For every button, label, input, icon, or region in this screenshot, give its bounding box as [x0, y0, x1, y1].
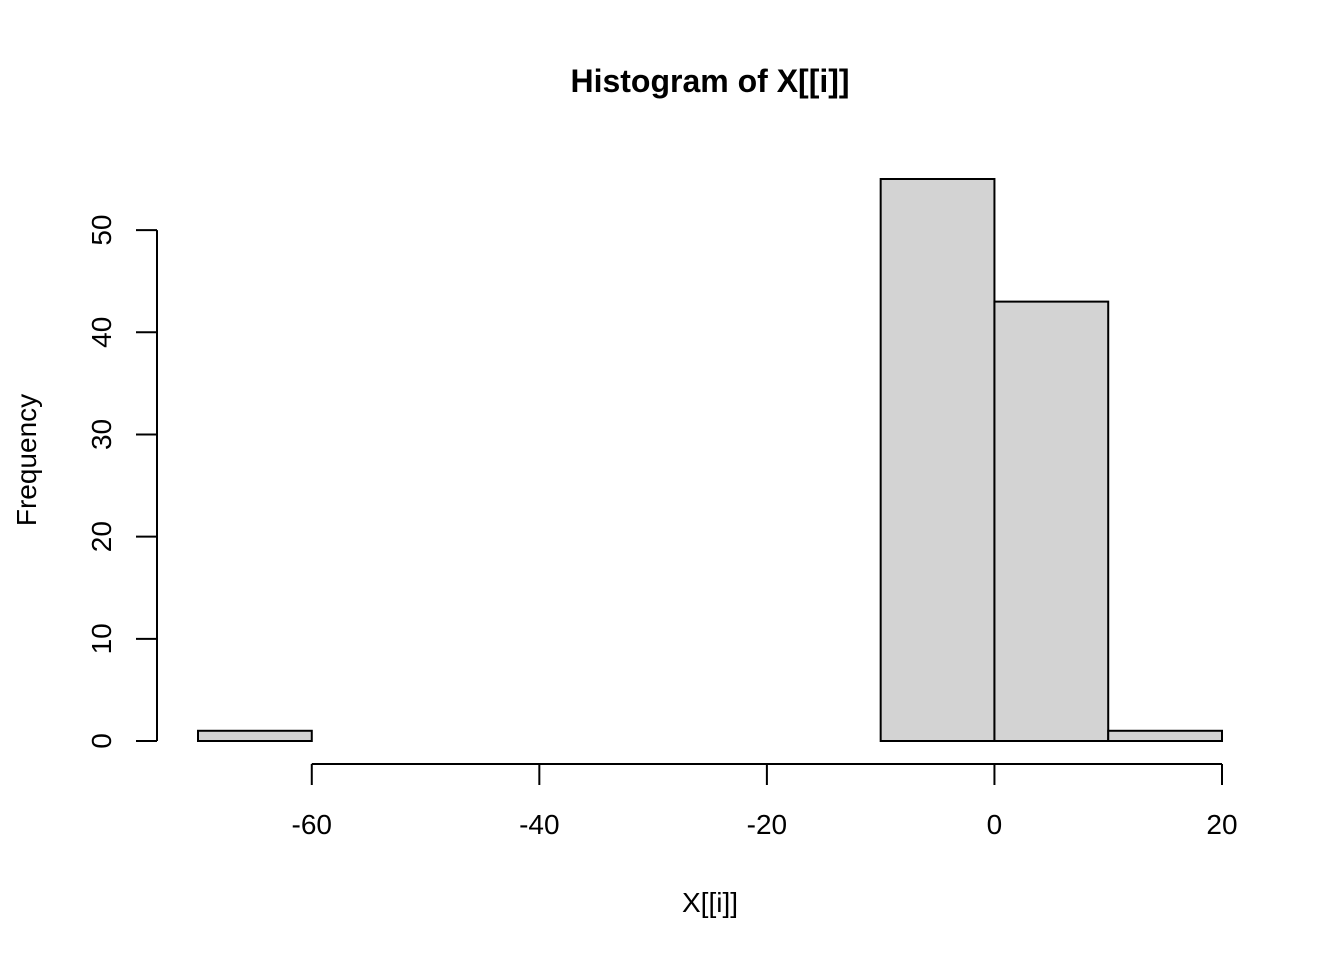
y-axis: 0 10 20 30 40 50	[86, 215, 158, 749]
x-tick-label-3: 0	[987, 809, 1003, 840]
y-tick-label-1: 10	[86, 623, 117, 654]
y-tick-label-4: 40	[86, 317, 117, 348]
histogram-bar-6	[879, 178, 996, 742]
bars-group	[197, 178, 1223, 742]
y-tick-label-0: 0	[86, 733, 117, 749]
x-tick-label-4: 20	[1206, 809, 1237, 840]
y-tick-label-3: 30	[86, 419, 117, 450]
y-tick-label-5: 50	[86, 215, 117, 246]
histogram-bar-7	[993, 300, 1110, 742]
y-tick-label-2: 20	[86, 521, 117, 552]
x-tick-label-0: -60	[292, 809, 332, 840]
histogram-bar-8	[1107, 729, 1223, 742]
x-tick-label-1: -40	[519, 809, 559, 840]
histogram-bar-0	[197, 729, 313, 742]
y-axis-label: Frequency	[11, 394, 42, 526]
x-axis-label: X[[i]]	[682, 887, 738, 918]
x-axis: -60 -40 -20 0 20	[292, 763, 1238, 840]
chart-title: Histogram of X[[i]]	[570, 63, 849, 99]
x-tick-label-2: -20	[747, 809, 787, 840]
